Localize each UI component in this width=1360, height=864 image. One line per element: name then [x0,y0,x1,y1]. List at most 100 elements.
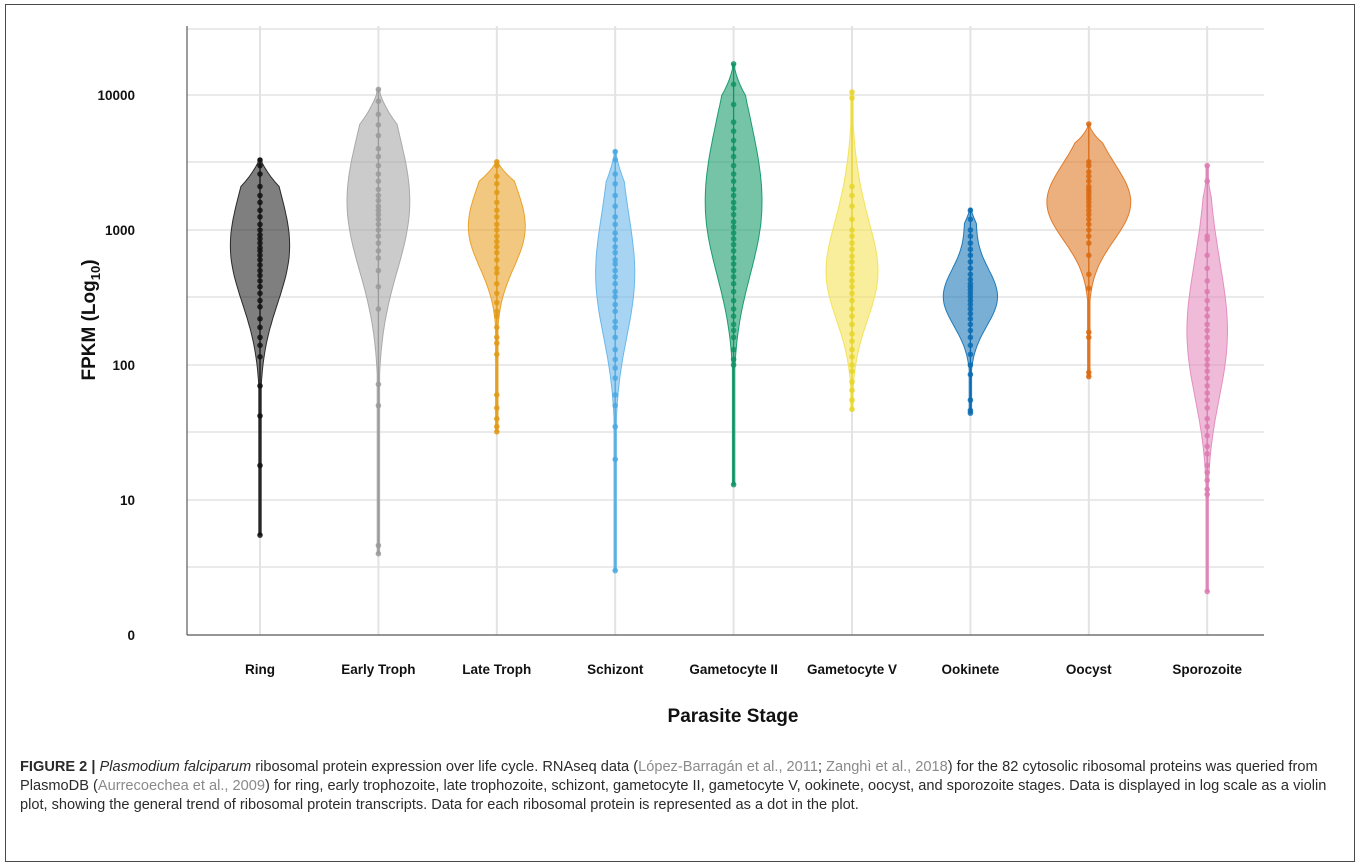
data-point [1086,207,1092,214]
data-point [967,240,974,246]
data-point [730,145,737,152]
data-point [257,304,263,310]
data-point [494,405,500,411]
data-point [730,334,737,341]
data-point [849,240,855,246]
data-point [612,261,618,267]
data-point [1204,588,1210,595]
data-point [612,567,618,574]
data-point [494,429,500,435]
data-point [1204,486,1210,493]
y-axis-title: FPKM (Log10) [79,259,103,380]
data-point [494,257,500,263]
data-point [257,207,263,214]
x-tick-label: Ring [245,662,275,677]
data-point [1204,288,1210,295]
data-point [967,227,974,233]
data-point [494,238,500,245]
data-point [494,313,500,320]
x-tick-label: Schizont [587,662,644,677]
data-point [257,354,263,360]
data-point [612,214,618,220]
data-point [257,324,263,331]
data-point [375,207,382,214]
data-point [494,308,500,315]
data-point [494,249,500,256]
data-point [730,481,737,488]
data-point [849,253,855,259]
data-point [849,278,855,284]
data-point [967,216,974,223]
data-point [1204,265,1210,272]
data-point [375,132,382,139]
data-point [375,186,382,193]
data-point [375,233,382,239]
x-axis-title: Parasite Stage [668,706,799,727]
caption-citation-1[interactable]: López-Barragán et al., 2011 [638,759,818,775]
x-tick-label: Early Troph [341,662,415,677]
data-point [1086,271,1092,278]
data-point [257,262,263,268]
data-point [375,145,382,152]
data-point [1204,423,1210,430]
data-point [494,159,500,165]
data-point [257,462,263,469]
data-point [494,181,500,187]
caption-citation-2[interactable]: Zanghì et al., 2018 [826,759,948,775]
data-point [494,221,500,228]
data-point [730,267,737,274]
data-point [494,280,500,287]
data-point [730,219,737,225]
data-point [730,280,737,287]
data-point [730,162,737,169]
violin-layer [229,63,1229,592]
data-point [257,290,263,297]
data-point [849,321,855,328]
data-point [257,257,263,263]
data-point [375,248,382,254]
data-point [1086,252,1092,259]
data-point [1204,349,1210,355]
y-axis-title-main: FPKM (Log [79,280,100,380]
data-point [494,392,500,398]
data-point [612,356,618,363]
y-tick-label: 10 [120,493,135,508]
data-point [730,101,737,108]
data-point [730,61,737,67]
data-point [967,252,974,259]
data-point [1086,329,1092,336]
data-point [1204,397,1210,403]
data-point [612,301,618,308]
data-point [1086,227,1092,233]
data-point [612,402,618,409]
caption-citation-3[interactable]: Aurrecoechea et al., 2009 [97,778,265,795]
data-point [1086,233,1092,239]
data-point [1204,278,1210,284]
data-point [375,98,382,104]
data-point [967,362,974,368]
data-point [849,89,855,95]
data-point [1204,375,1210,381]
data-point [730,297,737,304]
data-point [730,128,737,134]
data-point [375,162,382,169]
data-point [375,197,382,204]
x-tick-label: Sporozoite [1172,662,1242,677]
data-point [1204,306,1210,312]
data-point [849,338,855,345]
data-point [730,356,737,363]
caption-label: FIGURE 2 | [20,759,96,775]
data-point [967,306,974,312]
data-point [849,354,855,360]
data-point [967,271,974,278]
data-point [1086,211,1092,218]
figure-caption: FIGURE 2 | Plasmodium falciparum ribosom… [20,758,1338,816]
data-point [257,413,263,419]
data-point [375,221,382,228]
data-point [612,375,618,381]
data-point [849,406,855,413]
data-point [730,321,737,328]
data-point [1086,369,1092,376]
data-point [1086,178,1092,184]
